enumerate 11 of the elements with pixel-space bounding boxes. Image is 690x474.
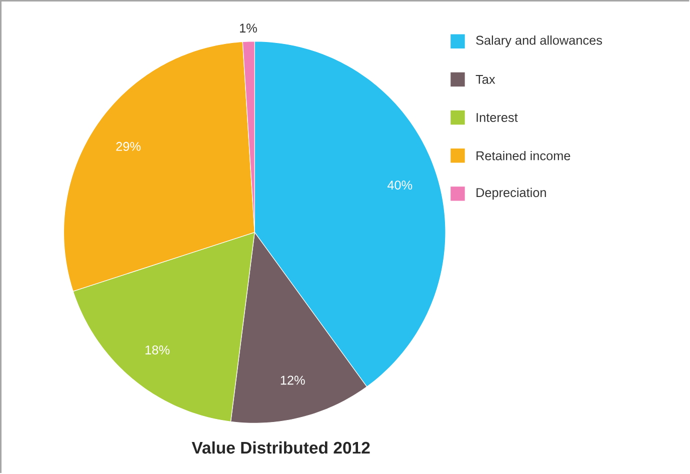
data-label: 12% (280, 376, 305, 385)
legend-label: Tax (476, 75, 496, 84)
data-label: 18% (146, 346, 170, 355)
data-label: 1% (240, 24, 257, 33)
legend-label: Depreciation (476, 188, 546, 200)
data-label: 40% (387, 180, 412, 190)
legend-label: Salary and allowances (476, 36, 602, 48)
legend-label: Interest (476, 113, 518, 122)
data-label: 29% (116, 142, 141, 152)
text: Value Distributed 2012 (192, 442, 370, 454)
legend-label: Retained income (476, 151, 570, 160)
